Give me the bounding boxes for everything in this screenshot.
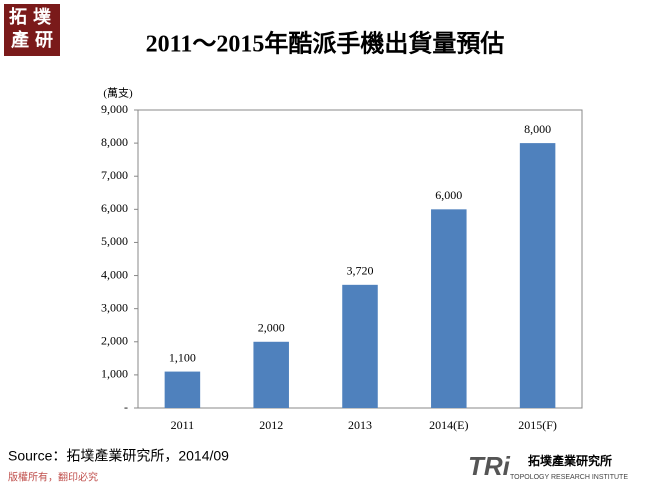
value-label: 1,100	[169, 350, 196, 364]
x-tick-label: 2015(F)	[518, 418, 557, 432]
y-tick-label: 2,000	[101, 334, 128, 348]
x-tick-label: 2014(E)	[429, 418, 468, 432]
chart-title: 2011～2015年酷派手機出貨量預估	[146, 30, 505, 58]
logo-box	[4, 4, 60, 56]
logo-mark: TRi	[468, 451, 511, 481]
y-tick-label: 8,000	[101, 135, 128, 149]
value-label: 6,000	[435, 188, 462, 202]
bar	[431, 209, 467, 408]
y-tick-label: 3,000	[101, 300, 128, 314]
y-tick-label: 4,000	[101, 267, 128, 281]
y-axis-label: (萬支)	[103, 87, 133, 100]
logo-char: 研	[35, 30, 53, 50]
logo-name: 拓墣產業研究所	[528, 453, 612, 468]
logo-char: 墣	[33, 7, 51, 27]
bar	[253, 341, 289, 408]
x-tick-label: 2011	[171, 418, 195, 432]
x-tick-label: 2012	[259, 418, 283, 432]
bar	[164, 371, 201, 408]
logo-char: 拓	[9, 6, 27, 27]
copyright: 版權所有，翻印必究	[8, 471, 98, 484]
logo-char: 產	[11, 29, 29, 50]
source: Source：拓墣產業研究所，2014/09	[8, 448, 229, 464]
y-tick-label: -	[124, 400, 128, 414]
y-tick-label: 9,000	[101, 102, 128, 116]
value-label: 2,000	[258, 321, 285, 335]
value-label: 3,720	[347, 264, 374, 278]
bar	[519, 143, 556, 408]
y-tick-label: 1,000	[101, 367, 128, 381]
logo-english: TOPOLOGY RESEARCH INSTITUTE	[510, 474, 628, 481]
value-label: 8,000	[524, 122, 551, 136]
x-tick-label: 2013	[348, 418, 372, 432]
y-tick-label: 5,000	[101, 234, 128, 248]
y-tick-label: 7,000	[101, 168, 128, 182]
y-tick-label: 6,000	[101, 201, 128, 215]
bar	[342, 284, 378, 408]
